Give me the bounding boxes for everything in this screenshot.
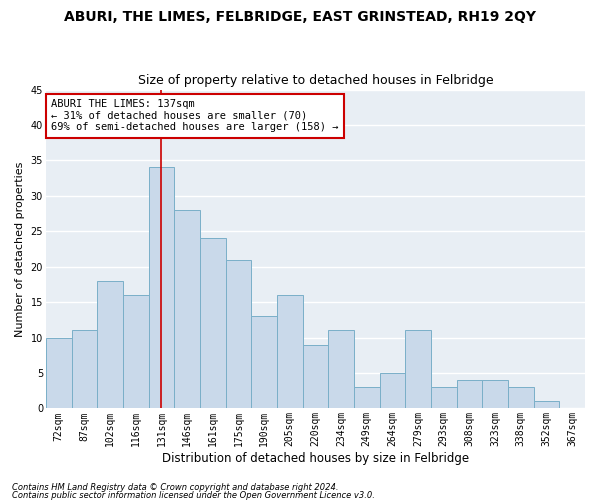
Bar bbox=[97, 281, 123, 408]
Title: Size of property relative to detached houses in Felbridge: Size of property relative to detached ho… bbox=[137, 74, 493, 87]
Bar bbox=[431, 387, 457, 408]
Text: Contains HM Land Registry data © Crown copyright and database right 2024.: Contains HM Land Registry data © Crown c… bbox=[12, 484, 338, 492]
Bar bbox=[226, 260, 251, 408]
Bar bbox=[457, 380, 482, 408]
Bar bbox=[46, 338, 71, 408]
Bar bbox=[251, 316, 277, 408]
Bar bbox=[508, 387, 533, 408]
Bar bbox=[328, 330, 354, 408]
Bar bbox=[277, 295, 302, 408]
Bar bbox=[200, 238, 226, 408]
Bar bbox=[302, 344, 328, 408]
Bar bbox=[71, 330, 97, 408]
Y-axis label: Number of detached properties: Number of detached properties bbox=[15, 162, 25, 336]
Bar bbox=[123, 295, 149, 408]
Text: Contains public sector information licensed under the Open Government Licence v3: Contains public sector information licen… bbox=[12, 490, 375, 500]
Bar bbox=[149, 168, 174, 408]
Bar bbox=[354, 387, 380, 408]
Bar bbox=[380, 373, 405, 408]
Text: ABURI, THE LIMES, FELBRIDGE, EAST GRINSTEAD, RH19 2QY: ABURI, THE LIMES, FELBRIDGE, EAST GRINST… bbox=[64, 10, 536, 24]
Bar bbox=[533, 402, 559, 408]
Bar bbox=[482, 380, 508, 408]
X-axis label: Distribution of detached houses by size in Felbridge: Distribution of detached houses by size … bbox=[162, 452, 469, 465]
Text: ABURI THE LIMES: 137sqm
← 31% of detached houses are smaller (70)
69% of semi-de: ABURI THE LIMES: 137sqm ← 31% of detache… bbox=[51, 99, 339, 132]
Bar bbox=[174, 210, 200, 408]
Bar bbox=[405, 330, 431, 408]
